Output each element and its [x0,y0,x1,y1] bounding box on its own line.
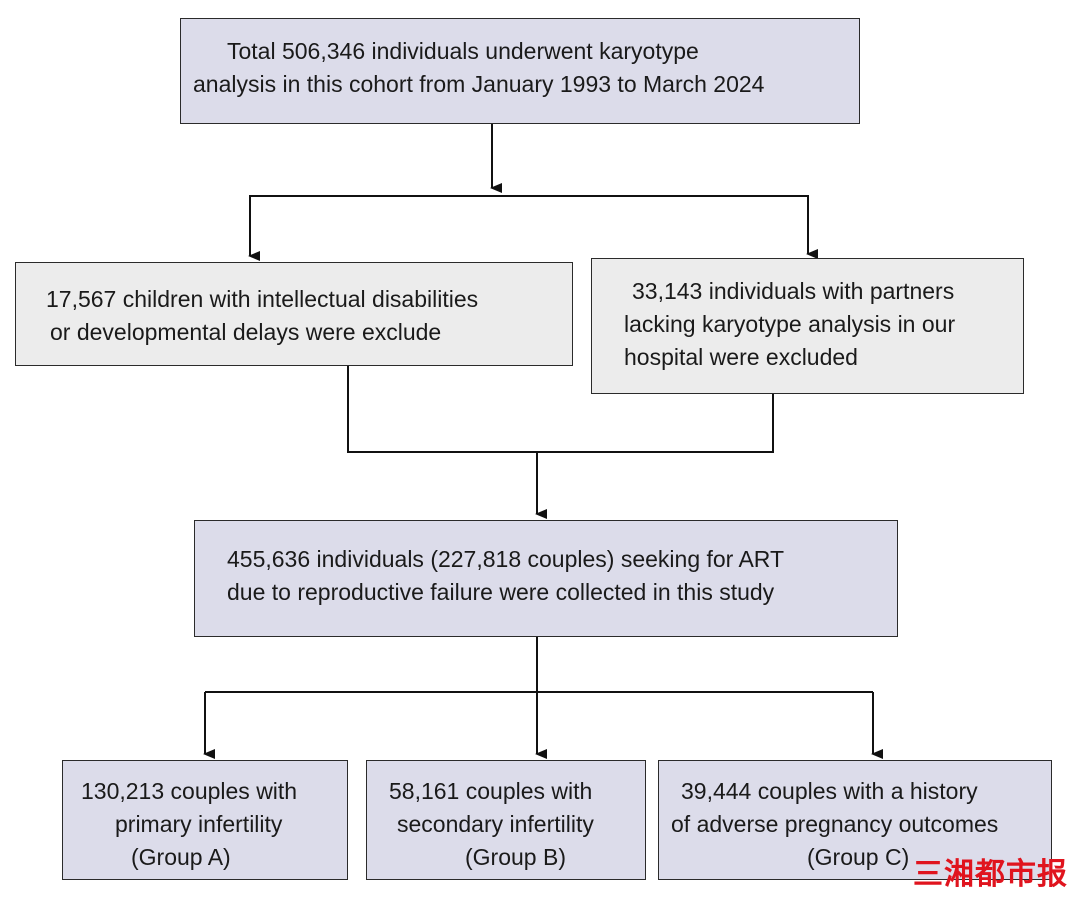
merge-connector [347,366,774,453]
total-cohort-box: Total 506,346 individuals underwent kary… [180,18,860,124]
group-b-line-2: secondary infertility [397,811,594,837]
total-line-2: analysis in this cohort from January 199… [193,71,765,97]
excluded-children-line-1: 17,567 children with intellectual disabi… [46,286,479,312]
study-cohort-box: 455,636 individuals (227,818 couples) se… [194,520,898,637]
group-a-line-2: primary infertility [115,811,283,837]
group-b-line-1: 58,161 couples with [389,778,593,804]
excluded-partners-line-1: 33,143 individuals with partners [632,278,955,304]
group-b-box: 58,161 couples with secondary infertilit… [366,760,646,880]
group-a-line-3: (Group A) [131,844,231,870]
excluded-partners-line-2: lacking karyotype analysis in our [624,311,956,337]
group-c-line-2: of adverse pregnancy outcomes [671,811,999,837]
group-c-line-1: 39,444 couples with a history [681,778,978,804]
group-c-line-3: (Group C) [807,844,910,870]
split-connector-top [249,195,809,250]
group-a-box: 130,213 couples with primary infertility… [62,760,348,880]
group-c-box: 39,444 couples with a history of adverse… [658,760,1052,880]
study-cohort-line-2: due to reproductive failure were collect… [227,579,775,605]
excluded-partners-line-3: hospital were excluded [624,344,858,370]
study-cohort-line-1: 455,636 individuals (227,818 couples) se… [227,546,785,572]
group-b-line-3: (Group B) [465,844,566,870]
excluded-children-box: 17,567 children with intellectual disabi… [15,262,573,366]
excluded-children-line-2: or developmental delays were exclude [50,319,442,345]
group-a-line-1: 130,213 couples with [81,778,298,804]
newspaper-watermark: 三湘都市报 [913,857,1068,892]
total-line-1: Total 506,346 individuals underwent kary… [227,38,699,64]
excluded-partners-box: 33,143 individuals with partners lacking… [591,258,1024,394]
